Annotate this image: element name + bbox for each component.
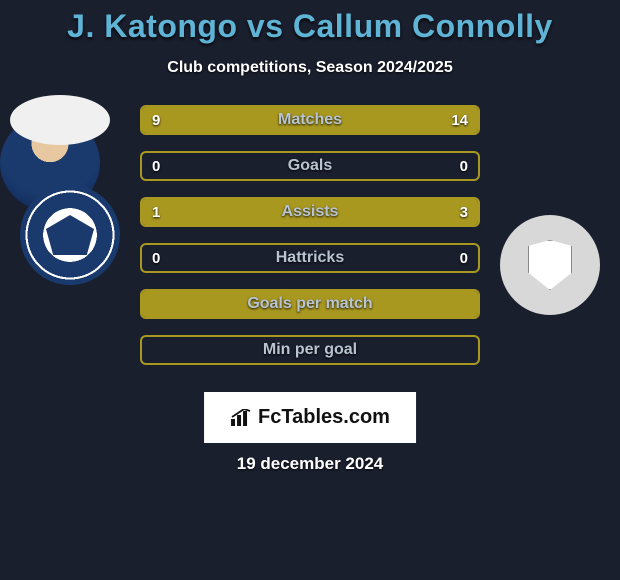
metric-value-right: 0: [460, 245, 468, 271]
metric-row: Goals0 0: [140, 151, 480, 181]
club-left-logo-shield-icon: [46, 215, 94, 255]
metric-row: Min per goal: [140, 335, 480, 365]
metric-label: Goals per match: [142, 291, 478, 317]
page-title: J. Katongo vs Callum Connolly: [0, 0, 620, 45]
club-right-logo-shield-icon: [528, 240, 572, 290]
date-text: 19 december 2024: [0, 454, 620, 474]
subtitle: Club competitions, Season 2024/2025: [0, 59, 620, 77]
metric-label: Hattricks: [142, 245, 478, 271]
metric-value-left: 0: [152, 245, 160, 271]
metric-value-right: 0: [460, 153, 468, 179]
brand-text: FcTables.com: [258, 406, 390, 429]
metric-bars: Matches914Goals00Assists13Hattricks00Goa…: [140, 105, 480, 381]
metric-row: Matches9 14: [140, 105, 480, 135]
metric-label: Goals: [142, 153, 478, 179]
comparison-chart: Matches914Goals00Assists13Hattricks00Goa…: [0, 115, 620, 211]
brand-chart-icon: [230, 409, 252, 427]
metric-value-right: 14: [451, 107, 468, 133]
metric-label: Matches: [142, 107, 478, 133]
metric-label: Assists: [142, 199, 478, 225]
metric-value-left: 1: [152, 199, 160, 225]
club-left-logo: [20, 185, 120, 285]
metric-row: Assists1 3: [140, 197, 480, 227]
metric-value-left: 0: [152, 153, 160, 179]
metric-value-left: 9: [152, 107, 160, 133]
metric-row: Goals per match: [140, 289, 480, 319]
metric-label: Min per goal: [142, 337, 478, 363]
player-left-avatar: [10, 95, 110, 145]
club-right-logo: [500, 215, 600, 315]
metric-row: Hattricks0 0: [140, 243, 480, 273]
metric-value-right: 3: [460, 199, 468, 225]
brand-tag: FcTables.com: [204, 392, 416, 443]
